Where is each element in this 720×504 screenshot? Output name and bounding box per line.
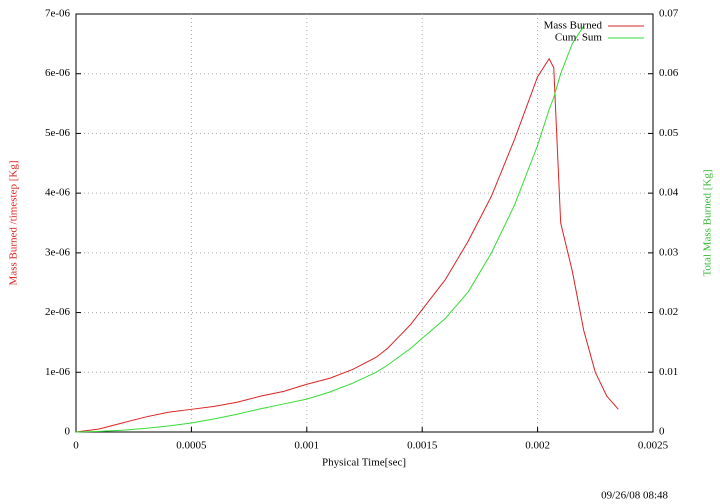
- y-axis-label: Mass Burned /timestep [Kg]: [8, 161, 20, 286]
- x-tick-label: 0: [73, 440, 79, 452]
- y2-tick-label: 0.07: [659, 8, 679, 20]
- y2-tick-label: 0.05: [659, 127, 679, 139]
- y2-tick-label: 0.04: [659, 187, 679, 199]
- x-tick-label: 0.0015: [407, 440, 438, 452]
- y-tick-label: 3e-06: [45, 246, 71, 258]
- y2-tick-label: 0.06: [659, 67, 679, 79]
- y2-tick-label: 0.03: [659, 246, 679, 258]
- y-tick-label: 6e-06: [45, 67, 71, 79]
- y2-tick-label: 0.02: [659, 306, 678, 318]
- legend-label: Mass Burned: [544, 20, 603, 32]
- x-tick-label: 0.0005: [176, 440, 207, 452]
- timestamp: 09/26/08 08:48: [601, 490, 668, 502]
- y-tick-label: 4e-06: [45, 187, 71, 199]
- series-line: [75, 57, 619, 433]
- x-axis-label: Physical Time[sec]: [322, 457, 406, 469]
- y-tick-label: 1e-06: [45, 366, 71, 378]
- y2-axis-label: Total Mass Burned [Kg]: [702, 169, 714, 276]
- y2-tick-label: 0: [659, 426, 665, 438]
- legend-label: Cum. Sum: [555, 32, 603, 44]
- y2-tick-label: 0.01: [659, 366, 678, 378]
- y-tick-label: 2e-06: [45, 306, 71, 318]
- y-tick-label: 5e-06: [45, 127, 71, 139]
- y-tick-label: 7e-06: [45, 8, 71, 20]
- series-line: [75, 25, 585, 433]
- x-tick-label: 0.0025: [638, 440, 669, 452]
- plot-frame: [75, 13, 654, 433]
- x-tick-label: 0.001: [294, 440, 319, 452]
- x-tick-label: 0.002: [525, 440, 550, 452]
- y-tick-label: 0: [65, 426, 71, 438]
